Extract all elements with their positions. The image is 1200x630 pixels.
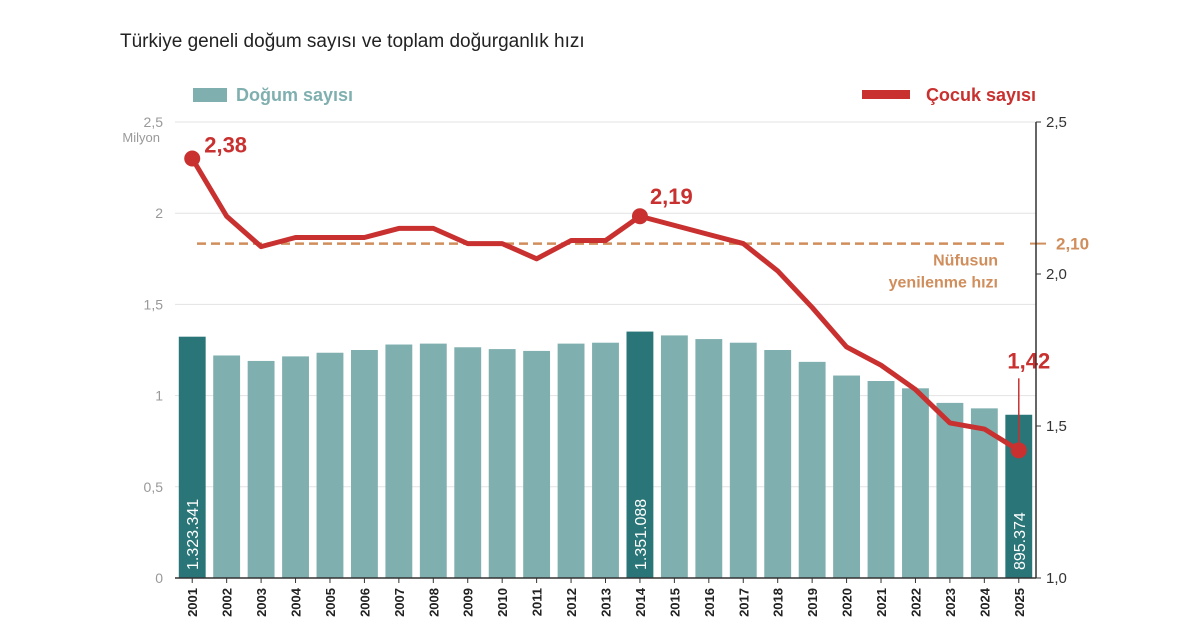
x-tick-label: 2020 xyxy=(840,588,855,617)
bar-value-label: 1.323.341 xyxy=(185,499,202,570)
x-tick-label: 2003 xyxy=(254,588,269,617)
left-tick-label: 2,5 xyxy=(144,114,164,130)
left-tick-label: 1 xyxy=(155,388,163,404)
line-point-label: 2,19 xyxy=(650,184,693,209)
right-tick-label: 1,0 xyxy=(1046,570,1067,587)
bar xyxy=(936,402,964,578)
legend-bar-label: Doğum sayısı xyxy=(236,85,353,105)
x-tick-label: 2015 xyxy=(667,588,682,617)
bar-value-label: 1.351.088 xyxy=(633,499,650,570)
bar xyxy=(729,342,757,578)
bar xyxy=(833,375,861,578)
left-tick-label: 2 xyxy=(155,205,163,221)
x-tick-label: 2025 xyxy=(1012,588,1027,617)
bar xyxy=(488,349,516,578)
bar xyxy=(695,339,723,578)
bar-series: 1.323.341 1.351.088 895.374 xyxy=(178,331,1033,578)
right-tick-label: 2,0 xyxy=(1046,266,1067,283)
x-tick-label: 2008 xyxy=(426,588,441,617)
line-series: 2,38 2,19 1,42 xyxy=(184,132,1050,459)
right-tick-label: 2,5 xyxy=(1046,114,1067,131)
x-tick-label: 2001 xyxy=(185,588,200,617)
x-tick-label: 2017 xyxy=(736,588,751,617)
x-tick-label: 2009 xyxy=(461,588,476,617)
x-tick-label: 2023 xyxy=(943,588,958,617)
line-point-marker xyxy=(631,208,648,225)
left-tick-label: 1,5 xyxy=(144,296,164,312)
bar xyxy=(213,355,241,578)
x-tick-label: 2021 xyxy=(874,588,889,617)
x-tick-label: 2016 xyxy=(702,588,717,617)
bar-highlight xyxy=(178,336,206,578)
series-line xyxy=(189,155,1022,453)
left-axis-unit: Milyon xyxy=(122,130,160,145)
bar xyxy=(523,350,551,578)
x-tick-label: 2007 xyxy=(392,588,407,617)
legend-bar-swatch xyxy=(193,88,227,102)
x-tick-label: 2005 xyxy=(323,588,338,617)
axes: 0 0,5 1 1,5 2 2,5 1,0 1,5 2,0 2,5 2001 2002 2003 2004… xyxy=(144,114,1067,617)
bar xyxy=(419,343,447,578)
x-tick-label: 2010 xyxy=(495,588,510,617)
bar xyxy=(867,381,895,578)
left-tick-label: 0 xyxy=(155,570,163,586)
left-tick-label: 0,5 xyxy=(144,479,164,495)
x-tick-label: 2022 xyxy=(908,588,923,617)
bar xyxy=(454,347,482,578)
line-point-label: 2,38 xyxy=(204,132,247,157)
reference-label-line: Nüfusun xyxy=(933,253,998,270)
legend-line-swatch xyxy=(862,90,910,99)
legend-line-label: Çocuk sayısı xyxy=(926,85,1036,105)
bar xyxy=(902,388,929,578)
bar xyxy=(798,361,826,578)
x-tick-label: 2006 xyxy=(357,588,372,617)
x-tick-label: 2024 xyxy=(977,587,992,617)
chart-title: Türkiye geneli doğum sayısı ve toplam do… xyxy=(120,31,585,52)
line-point-label: 1,42 xyxy=(1007,348,1050,373)
bar xyxy=(592,342,619,578)
x-tick-label: 2019 xyxy=(805,588,820,617)
x-tick-label: 2011 xyxy=(530,588,545,616)
x-tick-label: 2002 xyxy=(220,588,235,617)
reference-line-group: 2,10 Nüfusun yenilenme hızı xyxy=(197,235,1089,292)
right-tick-label: 1,5 xyxy=(1046,418,1067,435)
bar xyxy=(350,350,378,578)
reference-label-line: yenilenme hızı xyxy=(889,275,998,292)
bar xyxy=(282,356,309,578)
bar xyxy=(316,352,344,578)
bar xyxy=(660,335,688,578)
bar-highlight xyxy=(626,331,654,578)
x-tick-label: 2014 xyxy=(633,587,648,617)
line-point-marker xyxy=(1010,442,1027,459)
bar xyxy=(557,343,585,578)
bar xyxy=(247,360,275,578)
x-tick-label: 2004 xyxy=(289,587,304,617)
bar xyxy=(764,350,792,578)
reference-value-label: 2,10 xyxy=(1056,235,1089,254)
x-tick-label: 2018 xyxy=(771,588,786,617)
bar-value-label: 895.374 xyxy=(1012,512,1029,570)
bar xyxy=(385,344,413,578)
line-point-marker xyxy=(184,150,201,167)
x-tick-label: 2012 xyxy=(564,588,579,617)
x-tick-label: 2013 xyxy=(599,588,614,617)
